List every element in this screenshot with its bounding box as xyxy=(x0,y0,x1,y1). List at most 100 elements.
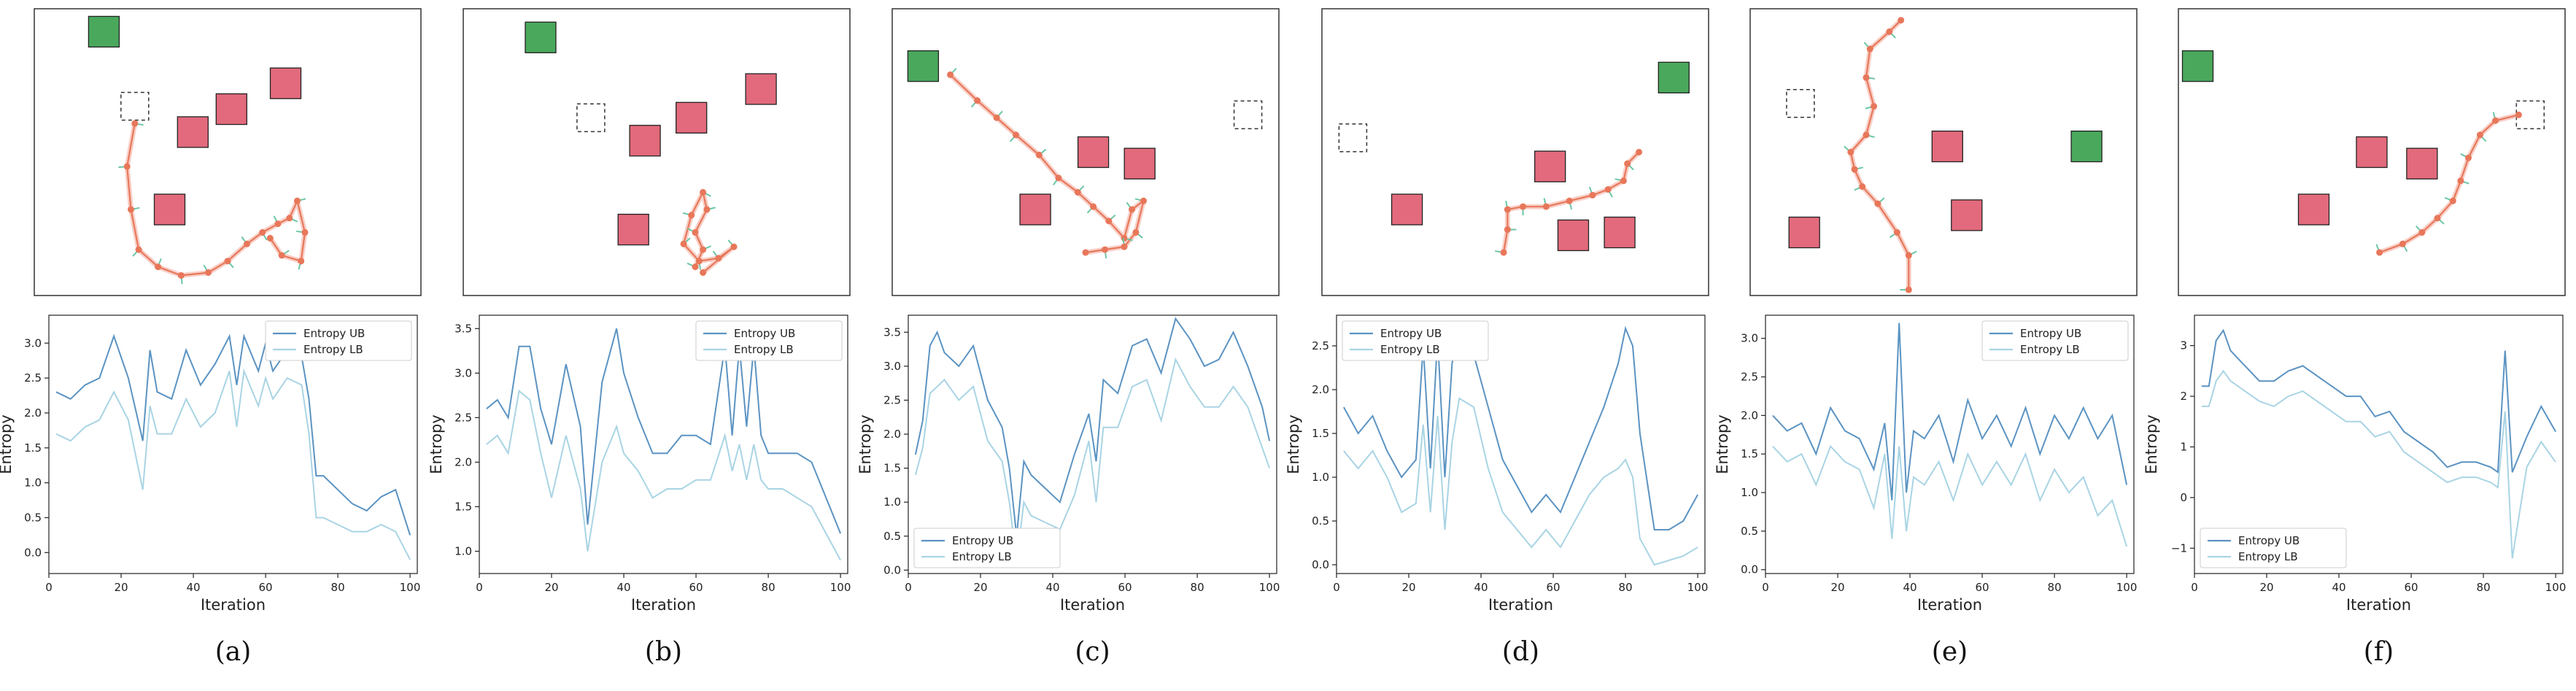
y-tick-label: 3 xyxy=(2180,339,2187,352)
x-tick-label: 20 xyxy=(544,581,558,594)
trajectory-point xyxy=(244,240,250,247)
trajectory-point xyxy=(730,243,738,250)
trajectory-point xyxy=(1604,186,1612,193)
trajectory-point xyxy=(1082,249,1089,256)
scene-view xyxy=(463,8,851,296)
trajectory-point xyxy=(1129,206,1136,213)
trajectory-point xyxy=(2465,154,2472,161)
y-axis-label: Entropy xyxy=(1714,414,1731,474)
trajectory-point xyxy=(1871,103,1878,110)
obstacle-square xyxy=(1788,216,1820,249)
trajectory-point xyxy=(1090,203,1097,210)
trajectory-point xyxy=(1898,17,1905,24)
y-tick-label: 1.5 xyxy=(24,441,42,455)
panel-caption: (d) xyxy=(1502,637,1539,667)
legend-label: Entropy LB xyxy=(952,550,1012,563)
trajectory-point xyxy=(1121,243,1128,250)
y-tick-label: −1 xyxy=(2171,541,2187,555)
x-tick-label: 20 xyxy=(1830,581,1844,594)
obstacle-square xyxy=(1077,136,1110,169)
trajectory-point xyxy=(700,246,707,253)
trajectory-point xyxy=(1863,131,1870,139)
legend-box xyxy=(913,528,1061,568)
y-axis-label: Entropy xyxy=(856,414,874,474)
x-axis-label: Iteration xyxy=(1917,596,1982,614)
y-tick-label: 3.0 xyxy=(24,336,42,350)
y-tick-label: 3.0 xyxy=(883,360,901,373)
start-box xyxy=(2515,100,2545,130)
goal-square xyxy=(2070,130,2103,163)
obstacle-square xyxy=(1931,130,1963,163)
trajectory-point xyxy=(1847,149,1854,155)
obstacle-square xyxy=(676,101,708,134)
trajectory-point xyxy=(1013,131,1020,139)
trajectory-point xyxy=(123,163,131,170)
x-tick-label: 0 xyxy=(45,581,53,594)
obstacle-square xyxy=(2297,193,2330,225)
y-tick-label: 3.0 xyxy=(455,366,472,379)
trajectory-point xyxy=(298,258,305,265)
y-tick-label: 0.0 xyxy=(1312,558,1329,571)
trajectory-point xyxy=(2376,249,2383,256)
obstacle-square xyxy=(2356,136,2388,169)
y-tick-label: 1.5 xyxy=(1312,427,1329,440)
legend-label: Entropy LB xyxy=(2238,550,2298,563)
trajectory-point xyxy=(1542,203,1550,210)
trajectory-point xyxy=(155,263,162,271)
trajectory-point xyxy=(1905,252,1912,259)
y-tick-label: 1.0 xyxy=(1741,486,1758,499)
legend-label: Entropy LB xyxy=(734,343,794,356)
y-tick-label: 2.5 xyxy=(455,411,472,424)
trajectory-point xyxy=(1859,183,1866,190)
goal-square xyxy=(1658,61,1690,93)
trajectory-point xyxy=(177,271,185,279)
x-tick-label: 0 xyxy=(1762,581,1769,594)
y-tick-label: 2.0 xyxy=(455,455,472,468)
trajectory-point xyxy=(1886,28,1893,35)
y-tick-label: 0.5 xyxy=(1741,525,1758,538)
x-tick-label: 40 xyxy=(1903,581,1916,594)
trajectory-point xyxy=(692,229,699,236)
x-tick-label: 60 xyxy=(1118,581,1132,594)
trajectory-point xyxy=(301,229,309,236)
x-tick-label: 0 xyxy=(905,581,912,594)
x-tick-label: 80 xyxy=(2048,581,2062,594)
y-tick-label: 3.5 xyxy=(455,322,472,335)
y-axis-label: Entropy xyxy=(0,414,15,474)
obstacle-square xyxy=(629,125,661,157)
x-tick-label: 20 xyxy=(1401,581,1415,594)
y-tick-label: 0.5 xyxy=(883,530,901,543)
x-tick-label: 100 xyxy=(400,581,421,594)
x-tick-label: 0 xyxy=(2191,581,2198,594)
legend-box xyxy=(695,320,843,361)
goal-square xyxy=(907,50,940,82)
y-tick-label: 2.5 xyxy=(883,393,901,406)
obstacle-square xyxy=(617,213,649,246)
legend: Entropy UB Entropy LB xyxy=(1981,320,2129,361)
legend-label: Entropy UB xyxy=(1380,327,1442,340)
obstacle-square xyxy=(1123,147,1156,179)
trajectory-point xyxy=(224,258,231,265)
x-tick-label: 40 xyxy=(1045,581,1059,594)
panel-caption: (b) xyxy=(645,637,682,667)
y-axis-label: Entropy xyxy=(428,414,445,474)
trajectory-point xyxy=(274,220,282,228)
legend-label: Entropy LB xyxy=(2020,343,2080,356)
y-tick-label: 2.0 xyxy=(1312,383,1329,396)
trajectory-point xyxy=(1636,149,1643,155)
y-tick-label: 0.0 xyxy=(883,563,901,576)
trajectory-point xyxy=(947,71,954,78)
scene-view xyxy=(1749,8,2138,296)
x-tick-label: 80 xyxy=(1191,581,1204,594)
scene-view xyxy=(2178,8,2566,296)
entropy-chart: 0 20 40 60 80 100 0.0 0.5 1.0 1.5 2.0 2.5 3.0 Iterati… xyxy=(1714,314,2137,614)
obstacle-square xyxy=(1534,150,1566,182)
legend-box xyxy=(1342,320,1489,361)
trajectory-point xyxy=(1140,197,1147,204)
trajectory-point xyxy=(2418,229,2426,236)
legend: Entropy UB Entropy LB xyxy=(265,320,412,361)
legend-label: Entropy UB xyxy=(952,534,1013,547)
x-tick-label: 60 xyxy=(2405,581,2418,594)
legend-box xyxy=(1981,320,2129,361)
panel-4: 0 20 40 60 80 100 0.0 0.5 1.0 1.5 2.0 2.5 Iteration E… xyxy=(1285,8,1709,667)
